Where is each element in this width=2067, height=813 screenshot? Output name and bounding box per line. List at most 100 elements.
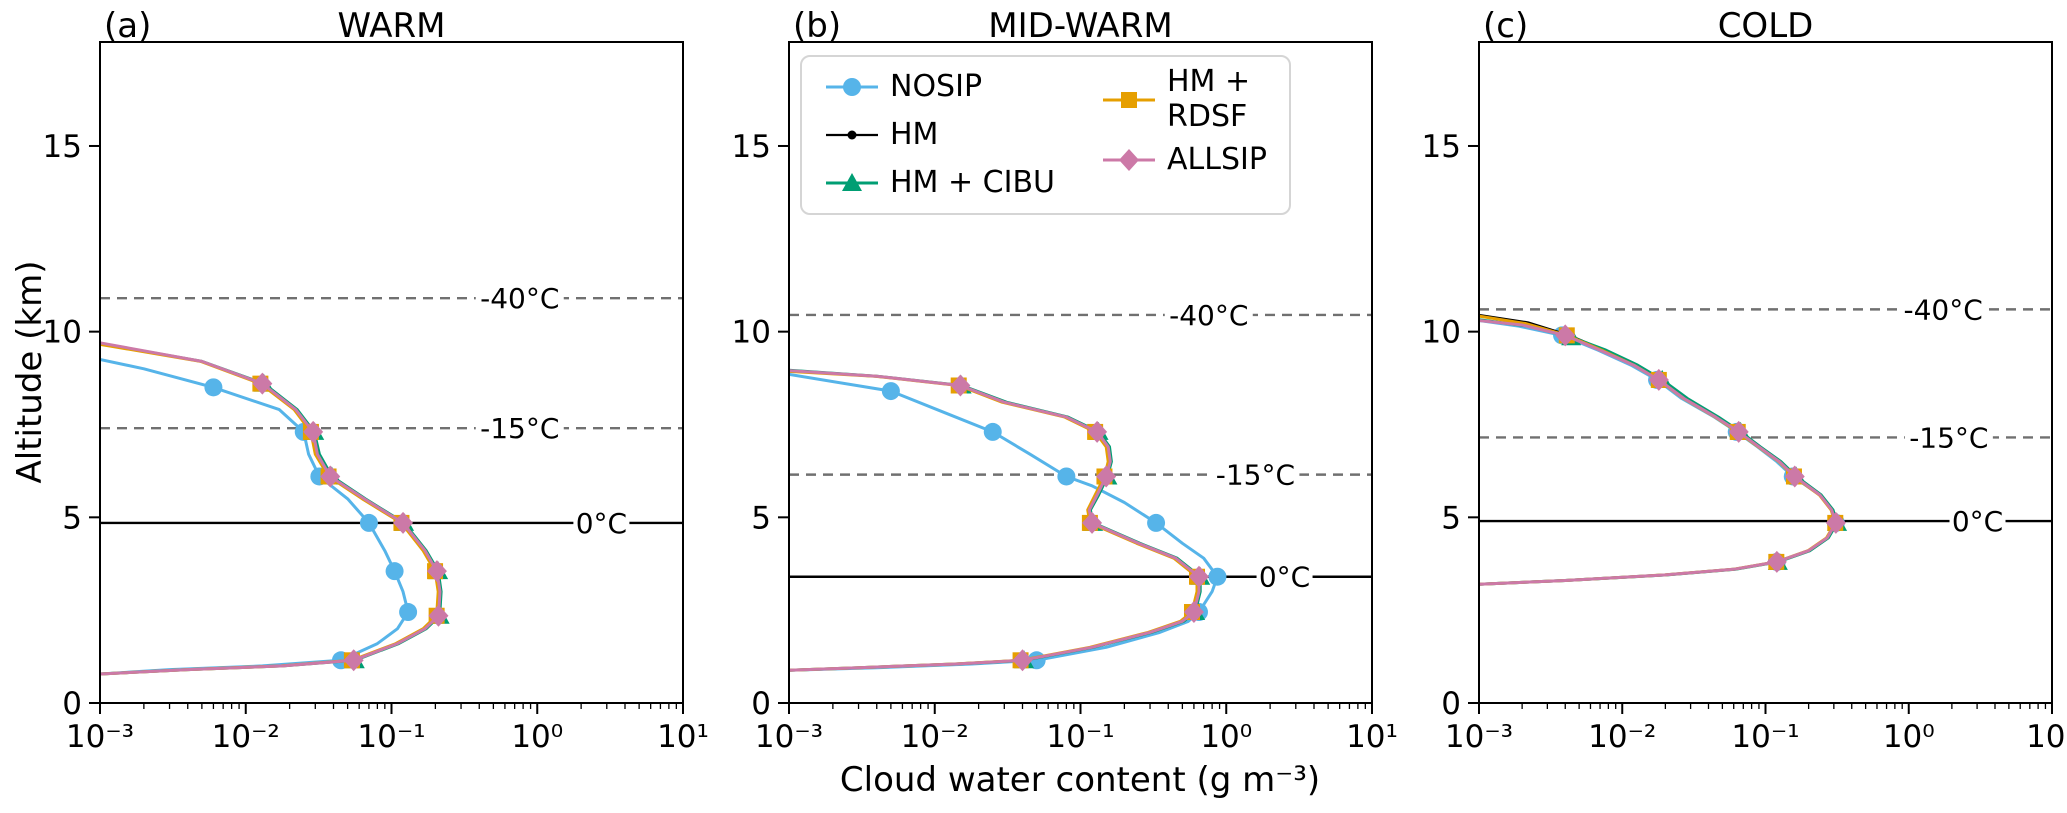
temp-label-bg bbox=[475, 281, 564, 316]
x-axis-label: Cloud water content (g m⁻³) bbox=[839, 760, 1321, 800]
legend-label-allsip: ALLSIP bbox=[1167, 141, 1267, 177]
series-line-hm bbox=[1479, 313, 1838, 586]
series-line-rdsf bbox=[1479, 314, 1837, 586]
legend-label-hm: HM bbox=[890, 116, 939, 152]
marker-allsip bbox=[1766, 550, 1787, 573]
x-tick-label: 10⁻¹ bbox=[1046, 719, 1114, 755]
x-tick-label: 10⁻² bbox=[901, 719, 969, 755]
marker-allsip bbox=[1087, 420, 1108, 443]
x-tick-label: 10⁰ bbox=[1200, 719, 1252, 755]
legend-column: HM + RDSF ALLSIP bbox=[1101, 64, 1267, 205]
y-tick-label: 10 bbox=[1422, 315, 1461, 351]
temp-label-bg bbox=[573, 505, 630, 540]
marker-nosip bbox=[1147, 513, 1166, 532]
temp-line-label: -40°C bbox=[1903, 293, 1982, 326]
y-tick-label: 15 bbox=[43, 129, 82, 165]
marker-allsip bbox=[320, 465, 341, 488]
panel-a-title: WARM bbox=[337, 6, 446, 46]
series-line-rdsf bbox=[789, 369, 1199, 672]
axes-frame bbox=[1478, 41, 2053, 704]
legend-label-cibu: HM + CIBU bbox=[890, 164, 1055, 200]
panel-c: 10⁻³ 10⁻² 10⁻¹ 10⁰ 10¹ 0 5 10 15 -40°C -15°C 0°C bbox=[1422, 41, 2067, 755]
series-line-cibu bbox=[789, 368, 1202, 672]
marker-allsip bbox=[1784, 465, 1805, 488]
x-tick-label: 10⁻³ bbox=[755, 719, 823, 755]
x-tick-label: 10¹ bbox=[2026, 719, 2067, 755]
marker-nosip bbox=[983, 422, 1002, 441]
axes-frame bbox=[788, 41, 1373, 704]
marker-allsip bbox=[252, 372, 273, 395]
temp-label-bg bbox=[1904, 420, 1993, 455]
marker-allsip bbox=[1728, 420, 1749, 443]
legend-entry-nosip: NOSIP bbox=[824, 65, 1055, 109]
temp-line-label: 0°C bbox=[1952, 505, 2003, 538]
marker-allsip bbox=[393, 511, 414, 534]
legend-triangle-icon bbox=[826, 173, 878, 191]
marker-nosip bbox=[399, 603, 418, 622]
temp-label-bg bbox=[475, 411, 564, 446]
series-line-rdsf bbox=[100, 342, 440, 676]
x-tick-label: 10⁻¹ bbox=[357, 719, 425, 755]
series-line-nosip bbox=[1479, 319, 1838, 586]
series-line-nosip bbox=[789, 372, 1219, 672]
legend-entry-allsip: ALLSIP bbox=[1101, 138, 1267, 182]
x-tick-label: 10¹ bbox=[1346, 719, 1398, 755]
legend-entry-cibu: HM + CIBU bbox=[824, 161, 1055, 205]
series-line-allsip bbox=[1479, 319, 1838, 586]
series-line-cibu bbox=[1479, 318, 1839, 586]
temp-line-label: -40°C bbox=[480, 282, 559, 315]
y-tick-label: 0 bbox=[62, 686, 82, 722]
temp-line-label: 0°C bbox=[576, 507, 627, 540]
marker-nosip bbox=[204, 378, 223, 397]
marker-nosip bbox=[881, 382, 900, 401]
legend-marker-hm bbox=[847, 130, 857, 140]
legend-label-nosip: NOSIP bbox=[890, 68, 983, 104]
marker-allsip bbox=[1188, 565, 1209, 588]
marker-nosip bbox=[385, 562, 404, 581]
marker-allsip bbox=[1825, 511, 1846, 534]
temp-line-label: -15°C bbox=[480, 412, 559, 445]
legend-entry-rdsf: HM + RDSF bbox=[1101, 64, 1267, 134]
marker-nosip bbox=[359, 513, 378, 532]
marker-allsip bbox=[1096, 465, 1117, 488]
panel-a: 10⁻³ 10⁻² 10⁻¹ 10⁰ 10¹ 0 5 10 15 -40°C -15°C 0°C bbox=[43, 41, 709, 755]
legend-column: NOSIP HM HM + CIBU bbox=[824, 65, 1055, 205]
x-tick-label: 10⁻¹ bbox=[1731, 719, 1799, 755]
y-tick-label: 5 bbox=[1441, 500, 1461, 536]
y-axis-label: Altitude (km) bbox=[10, 260, 50, 484]
marker-allsip bbox=[303, 420, 324, 443]
marker-allsip bbox=[1082, 511, 1103, 534]
temp-line-label: -40°C bbox=[1169, 299, 1248, 332]
temp-line-label: 0°C bbox=[1259, 561, 1310, 594]
x-tick-label: 10⁻³ bbox=[66, 719, 134, 755]
axes-frame bbox=[99, 41, 684, 704]
legend-marker-allsip bbox=[1119, 149, 1139, 171]
series-line-hm bbox=[789, 369, 1201, 672]
y-tick-label: 10 bbox=[732, 315, 771, 351]
legend-marker-cibu bbox=[842, 173, 862, 191]
legend-square-icon bbox=[1103, 91, 1155, 108]
series-line-nosip bbox=[100, 358, 410, 676]
marker-allsip bbox=[1183, 601, 1204, 624]
panel-a-tag: (a) bbox=[104, 6, 152, 46]
y-tick-label: 0 bbox=[751, 686, 771, 722]
y-tick-label: 10 bbox=[43, 315, 82, 351]
marker-allsip bbox=[950, 374, 971, 397]
marker-allsip bbox=[343, 649, 364, 672]
legend-dot-icon bbox=[826, 130, 878, 140]
x-tick-label: 10⁻² bbox=[212, 719, 280, 755]
legend-entry-hm: HM bbox=[824, 113, 1055, 157]
panel-b: 10⁻³ 10⁻² 10⁻¹ 10⁰ 10¹ 0 5 10 15 -40°C -15°C 0°C bbox=[732, 41, 1398, 755]
marker-allsip bbox=[428, 604, 449, 627]
series-line-allsip bbox=[789, 369, 1201, 672]
x-tick-label: 10⁻² bbox=[1588, 719, 1656, 755]
y-tick-label: 15 bbox=[1422, 129, 1461, 165]
marker-allsip bbox=[1648, 368, 1669, 391]
panel-c-title: COLD bbox=[1717, 6, 1814, 46]
legend-marker-rdsf bbox=[1121, 91, 1137, 108]
y-tick-label: 5 bbox=[751, 500, 771, 536]
temp-label-bg bbox=[1256, 559, 1313, 594]
x-tick-label: 10¹ bbox=[657, 719, 709, 755]
temp-line-label: -15°C bbox=[1216, 459, 1295, 492]
